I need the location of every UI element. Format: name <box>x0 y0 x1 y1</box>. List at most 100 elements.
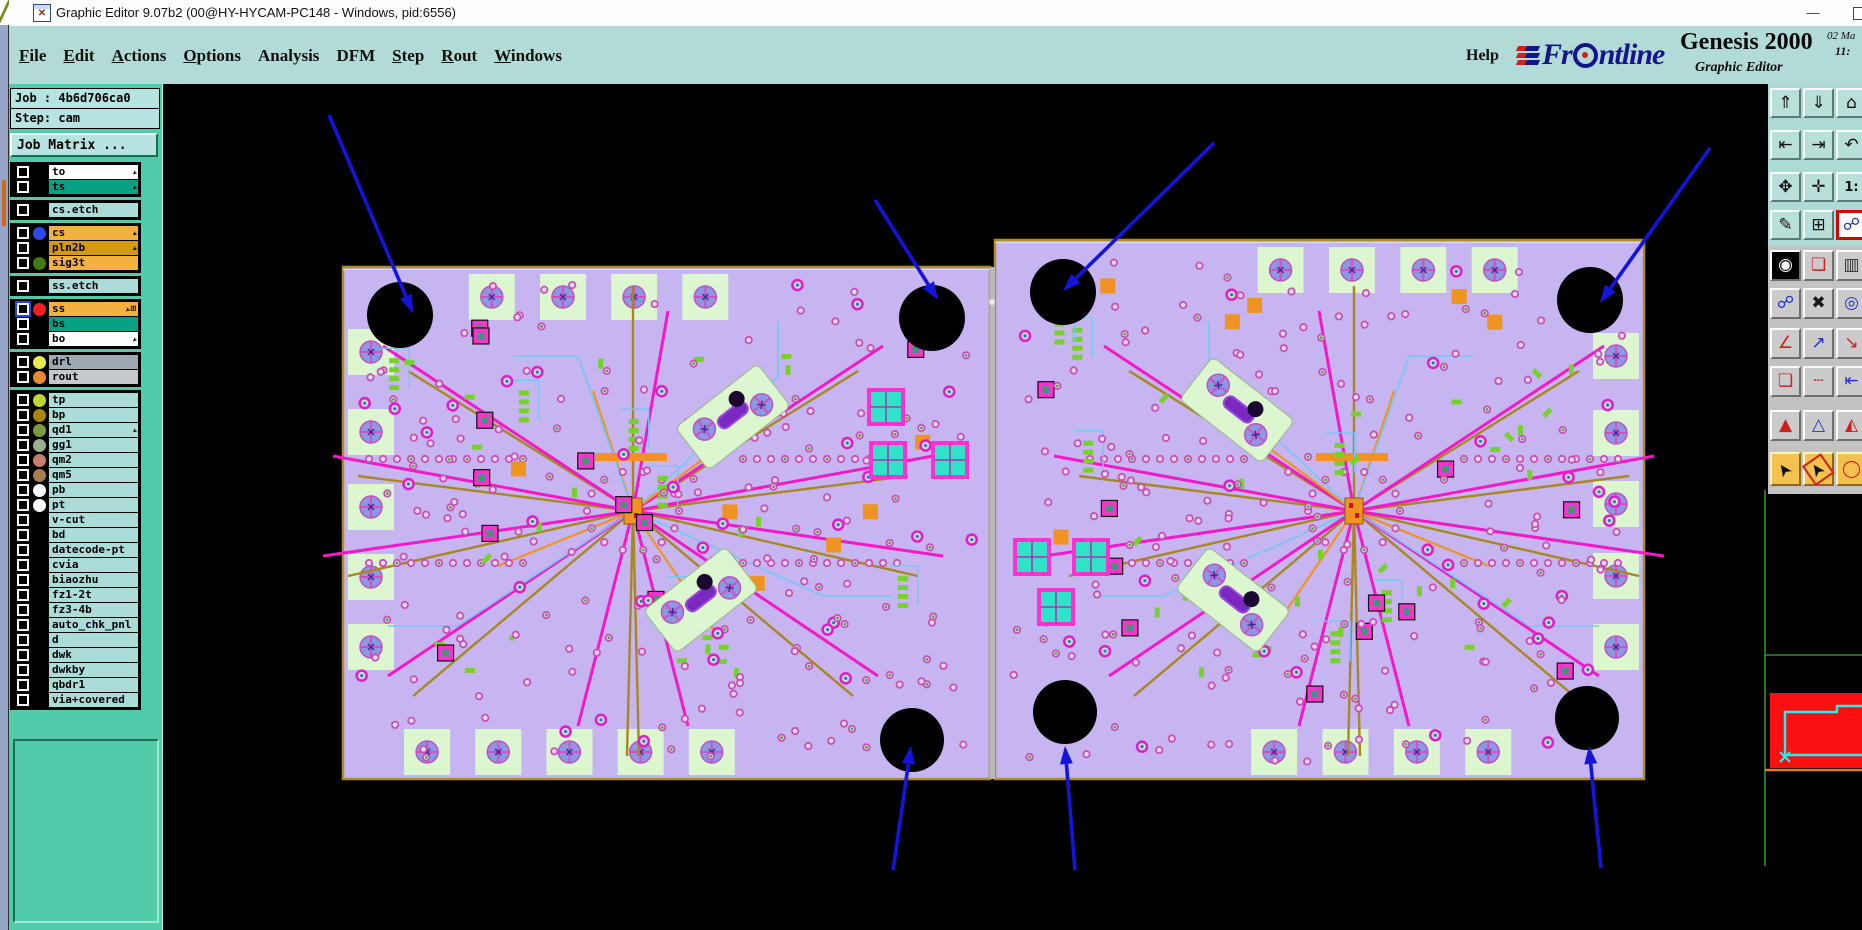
measure-line-icon[interactable]: ↗ <box>1803 328 1834 359</box>
shift-left-icon[interactable]: ⇤ <box>1770 130 1801 160</box>
layer-label[interactable]: bs <box>49 317 138 331</box>
layer-label[interactable]: dwk <box>49 648 138 662</box>
layer-row-qm2[interactable]: qm2 <box>13 453 138 467</box>
layer-checkbox[interactable] <box>13 280 33 292</box>
layer-label[interactable]: bp <box>49 408 138 422</box>
layer-checkbox[interactable] <box>13 619 33 631</box>
layer-label[interactable]: v-cut <box>49 513 138 527</box>
layer-checkbox[interactable] <box>13 227 33 239</box>
layer-label[interactable]: cs.etch <box>49 203 138 217</box>
layer-row-datecode-pt[interactable]: datecode-pt <box>13 543 138 557</box>
menu-help[interactable]: Help <box>1466 46 1499 64</box>
layer-checkbox[interactable] <box>13 634 33 646</box>
maximize-button[interactable] <box>1853 7 1862 20</box>
layer-checkbox[interactable] <box>13 559 33 571</box>
layer-checkbox[interactable] <box>13 499 33 511</box>
layer-row-drl[interactable]: drl <box>13 355 138 369</box>
layer-label[interactable]: qd1 ➤ <box>49 423 138 437</box>
menu-step[interactable]: Step <box>392 45 425 65</box>
layer-checkbox[interactable] <box>13 514 33 526</box>
layer-label[interactable]: fz1-2t <box>49 588 138 602</box>
layer-checkbox[interactable] <box>13 303 33 315</box>
ruler-icon[interactable]: ▥ <box>1836 250 1862 281</box>
layer-label[interactable]: qm5 <box>49 468 138 482</box>
layer-row-to[interactable]: to ➤ <box>13 165 138 179</box>
layer-label[interactable]: dwkby <box>49 663 138 677</box>
measure-seg-icon[interactable]: ↘ <box>1836 328 1862 359</box>
layer-row-bd[interactable]: bd <box>13 528 138 542</box>
zoom-area-icon[interactable]: ❏ <box>1803 250 1834 281</box>
layer-row-qm5[interactable]: qm5 <box>13 468 138 482</box>
layer-checkbox[interactable] <box>13 257 33 269</box>
layer-row-ss.etch[interactable]: ss.etch <box>13 279 138 293</box>
layer-row-fz3-4b[interactable]: fz3-4b <box>13 603 138 617</box>
home-view-icon[interactable]: ⌂ <box>1836 88 1862 118</box>
menu-windows[interactable]: Windows <box>494 45 562 65</box>
triangle-open-icon[interactable]: △ <box>1803 410 1834 441</box>
layer-row-dwk[interactable]: dwk <box>13 648 138 662</box>
minimize-button[interactable]: — <box>1806 5 1820 20</box>
layer-checkbox[interactable] <box>13 318 33 330</box>
layer-checkbox[interactable] <box>13 371 33 383</box>
layer-row-d[interactable]: d <box>13 633 138 647</box>
layer-checkbox[interactable] <box>13 204 33 216</box>
menu-rout[interactable]: Rout <box>441 45 478 65</box>
screen-dump-icon[interactable]: ⇓ <box>1803 88 1834 118</box>
layer-checkbox[interactable] <box>13 694 33 706</box>
select-cursor-icon[interactable]: ➤ <box>1770 452 1801 486</box>
layer-checkbox[interactable] <box>13 356 33 368</box>
layer-label[interactable]: sig3t <box>49 256 138 270</box>
layer-checkbox[interactable] <box>13 544 33 556</box>
zoom-fit-icon[interactable]: ✥ <box>1770 172 1801 202</box>
layer-label[interactable]: cs ➤ <box>49 226 138 240</box>
layer-row-qd1[interactable]: qd1 ➤ <box>13 423 138 437</box>
layer-row-cvia[interactable]: cvia <box>13 558 138 572</box>
layer-row-bo[interactable]: bo ➤ <box>13 332 138 346</box>
grid-toggle-icon[interactable]: ⊞ <box>1803 210 1834 240</box>
layer-label[interactable]: biaozhu <box>49 573 138 587</box>
layer-label[interactable]: qbdr1 <box>49 678 138 692</box>
layer-row-tp[interactable]: tp <box>13 393 138 407</box>
layer-checkbox[interactable] <box>13 424 33 436</box>
layer-label[interactable]: pb <box>49 483 138 497</box>
layer-checkbox[interactable] <box>13 333 33 345</box>
layer-label[interactable]: qm2 <box>49 453 138 467</box>
layer-label[interactable]: cvia <box>49 558 138 572</box>
layer-row-cs.etch[interactable]: cs.etch <box>13 203 138 217</box>
layer-row-bp[interactable]: bp <box>13 408 138 422</box>
layer-checkbox[interactable] <box>13 589 33 601</box>
layer-label[interactable]: datecode-pt <box>49 543 138 557</box>
layer-checkbox[interactable] <box>13 679 33 691</box>
setup-pen-icon[interactable]: ✎ <box>1770 210 1801 240</box>
layer-label[interactable]: drl <box>49 355 138 369</box>
net-highlight-icon[interactable]: ☍ <box>1770 288 1801 319</box>
layer-checkbox[interactable] <box>13 574 33 586</box>
layer-row-pb[interactable]: pb <box>13 483 138 497</box>
select-net-icon[interactable]: ◎ <box>1836 288 1862 319</box>
pcb-canvas[interactable] <box>163 84 1862 930</box>
measure-angle-icon[interactable]: ∠ <box>1770 328 1801 359</box>
triangle-up-icon[interactable]: ▲ <box>1770 410 1801 441</box>
layer-label[interactable]: bo ➤ <box>49 332 138 346</box>
layer-row-bs[interactable]: bs <box>13 317 138 331</box>
layer-label[interactable]: rout <box>49 370 138 384</box>
layer-row-ts[interactable]: ts ➤ <box>13 180 138 194</box>
import-file-icon[interactable]: ⇑ <box>1770 88 1801 118</box>
layer-row-sig3t[interactable]: sig3t <box>13 256 138 270</box>
netlist-icon[interactable]: ☍ <box>1836 210 1862 240</box>
pan-center-icon[interactable]: ✛ <box>1803 172 1834 202</box>
layer-label[interactable]: ss ➤ ⊞ <box>49 302 138 316</box>
layer-row-pln2b[interactable]: pln2b ➤ <box>13 241 138 255</box>
layer-checkbox[interactable] <box>13 394 33 406</box>
layer-checkbox[interactable] <box>13 166 33 178</box>
layer-checkbox[interactable] <box>13 664 33 676</box>
layer-label[interactable]: ss.etch <box>49 279 138 293</box>
pitch-line-icon[interactable]: ┄ <box>1803 366 1834 397</box>
undo-icon[interactable]: ↶ <box>1836 130 1862 160</box>
layer-label[interactable]: fz3-4b <box>49 603 138 617</box>
layer-row-qbdr1[interactable]: qbdr1 <box>13 678 138 692</box>
menu-analysis[interactable]: Analysis <box>258 45 320 65</box>
layer-label[interactable]: d <box>49 633 138 647</box>
layer-label[interactable]: auto_chk_pnl <box>49 618 138 632</box>
layer-row-biaozhu[interactable]: biaozhu <box>13 573 138 587</box>
